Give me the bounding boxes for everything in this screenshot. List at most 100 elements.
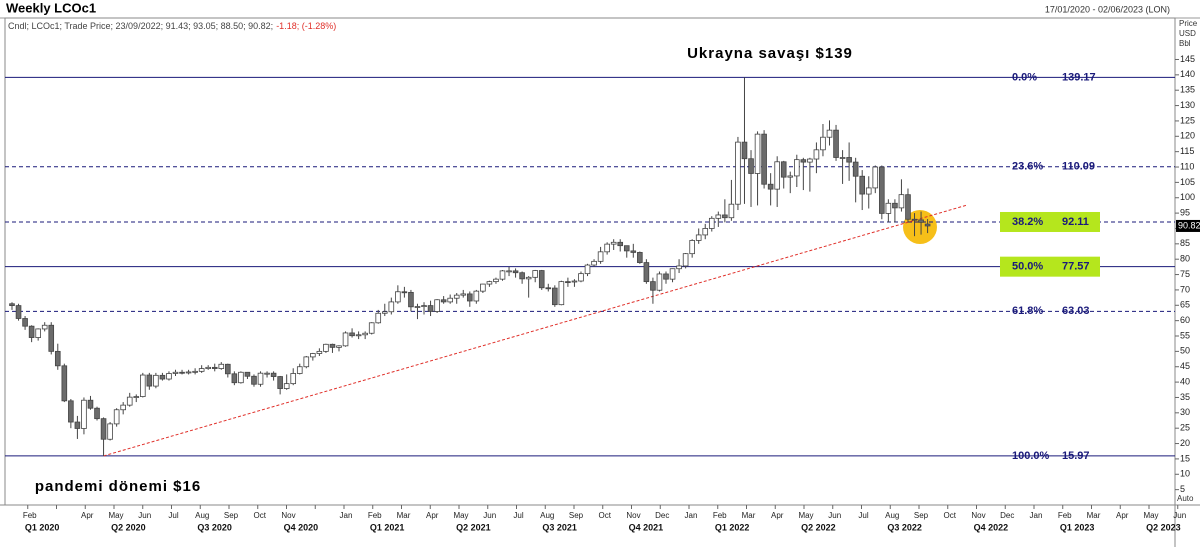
fib-value: 110.09	[1062, 161, 1095, 173]
x-tick-label: Mar	[742, 511, 756, 520]
x-quarter-label: Q2 2023	[1146, 522, 1181, 532]
x-tick-label: Sep	[224, 511, 239, 520]
candle-body	[336, 345, 342, 348]
candle-body	[859, 175, 865, 195]
candle-body	[650, 281, 656, 291]
candle-body	[231, 373, 238, 384]
candle-body	[139, 374, 146, 397]
y-tick-label: 55	[1180, 330, 1190, 340]
y-tick-label: 45	[1180, 361, 1190, 371]
candle-body	[480, 283, 486, 292]
x-quarter-label: Q2 2021	[456, 522, 491, 532]
candle-body	[807, 158, 813, 163]
candle-body	[728, 203, 735, 219]
candle-body	[735, 141, 741, 205]
x-tick-label: Dec	[1000, 511, 1014, 520]
candle-body	[525, 276, 532, 280]
candle-body	[87, 399, 94, 409]
x-tick-label: Jun	[1173, 511, 1186, 520]
x-tick-label: Oct	[254, 511, 267, 520]
x-tick-label: Feb	[23, 511, 37, 520]
candle-body	[185, 371, 192, 374]
legend-values: Cndl; LCOc1; Trade Price; 23/09/2022; 91…	[8, 21, 273, 31]
candle-body	[493, 278, 499, 283]
candle-body	[617, 241, 624, 247]
candle-body	[839, 157, 846, 159]
y-axis-label: Price	[1179, 19, 1198, 28]
candle-body	[362, 332, 368, 336]
y-axis-label: USD	[1179, 29, 1196, 38]
candle-body	[100, 418, 107, 440]
annotation: pandemi dönemi $16	[35, 478, 201, 495]
candle-body	[368, 322, 375, 334]
candle-body	[630, 250, 637, 253]
candle-body	[741, 141, 748, 160]
y-tick-label: 5	[1180, 484, 1185, 494]
candle-body	[41, 324, 48, 330]
fib-label: 23.6%	[1012, 161, 1043, 173]
candle-body	[682, 253, 689, 267]
candle-body	[532, 270, 538, 278]
x-quarter-label: Q3 2020	[197, 522, 232, 532]
x-quarter-label: Q1 2023	[1060, 522, 1095, 532]
x-tick-label: Jan	[685, 511, 698, 520]
x-quarter-label: Q3 2021	[542, 522, 577, 532]
candle-body	[702, 228, 709, 236]
candle-body	[761, 133, 767, 185]
candle-body	[813, 149, 820, 160]
candle-body	[434, 299, 440, 312]
x-tick-label: Aug	[885, 511, 899, 520]
x-tick-label: Feb	[1058, 511, 1072, 520]
candle-body	[780, 161, 787, 178]
candle-body	[637, 252, 643, 263]
y-tick-label: 100	[1180, 192, 1195, 202]
x-tick-label: May	[108, 511, 123, 520]
candle-body	[924, 223, 931, 227]
x-quarter-label: Q1 2021	[370, 522, 405, 532]
candle-body	[604, 243, 610, 253]
x-tick-label: Oct	[944, 511, 957, 520]
candle-body	[695, 234, 702, 241]
y-tick-label: 105	[1180, 177, 1195, 187]
legend-text: Cndl; LCOc1; Trade Price; 23/09/2022; 91…	[8, 21, 336, 31]
candle-body	[401, 291, 408, 294]
legend-change: -1.18; (-1.28%)	[276, 21, 336, 31]
candle-body	[689, 240, 695, 255]
candle-body	[911, 218, 918, 221]
candle-body	[879, 166, 885, 214]
candle-body	[852, 161, 859, 177]
x-tick-label: Aug	[195, 511, 209, 520]
candle-body	[257, 372, 264, 385]
y-tick-label: 75	[1180, 269, 1190, 279]
candle-body	[283, 383, 290, 389]
x-tick-label: Sep	[914, 511, 929, 520]
x-tick-label: Mar	[397, 511, 411, 520]
candle-body	[656, 273, 663, 291]
candle-body	[774, 161, 780, 190]
y-tick-label: 70	[1180, 284, 1190, 294]
x-tick-label: Jun	[828, 511, 841, 520]
x-quarter-label: Q4 2022	[974, 522, 1009, 532]
candle-body	[800, 159, 807, 163]
fib-value: 92.11	[1062, 216, 1089, 228]
candle-body	[892, 202, 898, 209]
candle-body	[584, 264, 591, 275]
candle-body	[794, 159, 800, 177]
x-tick-label: Feb	[368, 511, 382, 520]
x-tick-label: Jul	[858, 511, 868, 520]
y-tick-label: 25	[1180, 423, 1190, 433]
candle-body	[159, 374, 166, 380]
y-tick-label: 115	[1180, 146, 1194, 156]
candle-body	[905, 194, 911, 220]
candle-body	[251, 375, 257, 385]
y-tick-label: 15	[1180, 453, 1190, 463]
fib-value: 77.57	[1062, 261, 1090, 273]
candle-body	[120, 404, 126, 411]
x-tick-label: May	[1143, 511, 1158, 520]
x-tick-label: Jun	[138, 511, 151, 520]
candle-body	[643, 262, 650, 283]
y-tick-label: 30	[1180, 407, 1190, 417]
candle-body	[865, 187, 872, 195]
